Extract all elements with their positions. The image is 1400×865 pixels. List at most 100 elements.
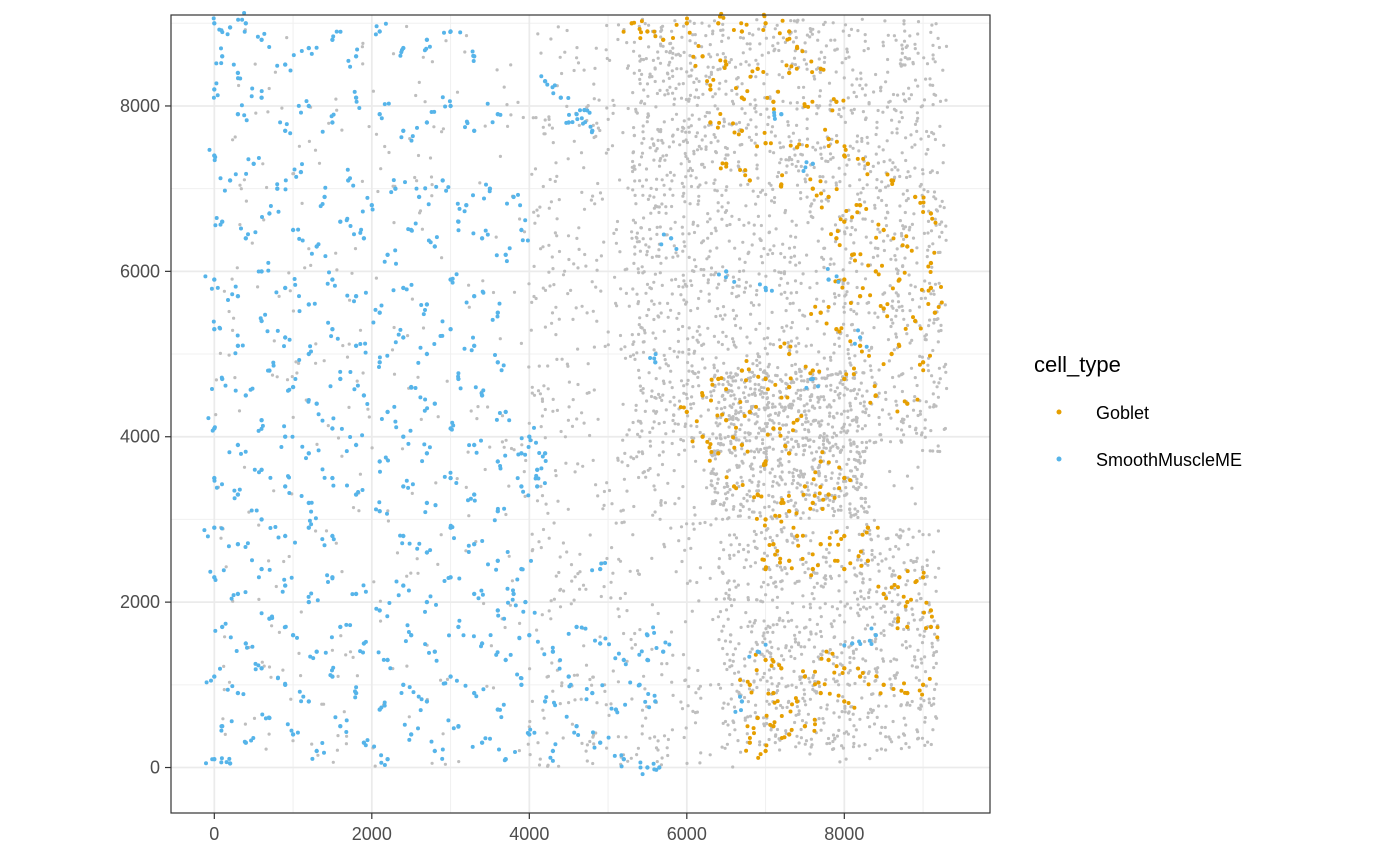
other-point-2459 [727,122,731,126]
other-point-2897 [832,399,836,403]
other-point-1541 [713,92,717,96]
other-point-546 [420,227,424,231]
other-point-1340 [637,332,641,336]
other-point-1304 [908,34,912,38]
goblet-point-51-2 [848,339,853,344]
other-point-2431 [645,120,649,124]
other-point-2326 [637,450,641,454]
other-point-3310 [790,645,794,649]
other-point-1611 [837,336,841,340]
goblet-point-71-0 [745,449,750,454]
other-point-1571 [688,93,693,97]
other-point-3076 [773,411,778,415]
other-point-2298 [926,363,930,367]
other-point-2369 [704,181,708,185]
other-point-3585 [773,580,778,584]
other-point-3742 [722,548,726,552]
other-point-1065 [631,287,635,291]
goblet-point-52-1 [881,362,886,367]
other-point-60 [632,126,636,130]
goblet-point-50 [834,327,839,332]
other-point-1911 [748,341,752,345]
other-point-2739 [721,383,725,387]
other-point-2024 [834,183,839,187]
other-point-169 [916,465,920,469]
other-point-2292 [877,422,882,426]
goblet-point-27-2 [780,173,785,178]
goblet-point-91-0 [800,556,805,561]
goblet-point-116-2 [782,735,787,740]
other-point-3779 [722,662,727,666]
other-point-2366 [673,19,677,23]
goblet-point-22-2 [797,142,802,147]
other-point-3843 [933,687,937,692]
other-point-1024 [665,746,669,750]
other-point-1587 [685,382,689,386]
other-point-488 [218,351,222,355]
other-point-1890 [645,82,650,86]
other-point-2986 [724,508,728,512]
goblet-point-108-2 [793,696,798,701]
other-point-327 [466,450,470,454]
other-point-3890 [784,644,788,648]
other-point-399 [291,172,295,176]
other-point-3877 [762,551,767,555]
other-point-1960 [829,38,833,42]
goblet-point-115-1 [779,714,784,718]
other-point-557 [500,440,504,444]
other-point-1508 [848,401,852,405]
other-point-3347 [729,543,733,547]
other-point-2324 [713,135,717,139]
other-point-1684 [781,36,786,40]
other-point-1258 [808,210,812,214]
goblet-point-119 [763,748,768,754]
smoothmuscleme-point-33-1 [323,185,328,190]
goblet-point-80 [826,492,831,497]
other-point-2632 [682,185,686,189]
other-point-267 [661,141,665,145]
smoothmuscleme-point-102-0 [348,435,353,439]
other-point-2484 [886,338,891,342]
other-point-3097 [831,415,836,419]
goblet-point-99-1 [896,619,900,624]
other-point-907 [686,157,690,161]
other-point-2421 [684,97,689,102]
smoothmuscleme-point-94-0 [507,418,512,423]
smoothmuscleme-point-108-2 [498,466,503,471]
other-point-1900 [752,223,756,227]
other-point-2005 [631,218,636,222]
other-point-583 [882,248,887,253]
other-point-3486 [927,701,932,705]
other-point-177 [506,124,510,128]
smoothmuscleme-point-17 [259,95,264,100]
other-point-2379 [663,93,667,97]
other-point-878 [619,509,623,513]
other-point-2806 [864,446,869,450]
other-point-316 [406,334,410,338]
other-point-3108 [834,442,838,446]
other-point-2812 [757,431,761,435]
other-point-2458 [799,152,803,156]
goblet-point-57-0 [868,400,873,405]
other-point-1312 [704,74,708,78]
other-point-715 [573,575,577,579]
other-point-1698 [873,246,878,250]
smoothmuscleme-point-117-0 [331,483,336,488]
other-point-2133 [854,95,859,99]
other-point-1015 [697,144,701,148]
other-point-2065 [928,405,932,409]
other-point-3768 [775,595,780,599]
other-point-188 [694,459,698,463]
other-point-2410 [797,169,801,173]
goblet-point-80-0 [821,497,826,502]
other-point-1721 [637,323,641,327]
other-point-1881 [850,83,854,87]
goblet-point-59-1 [678,405,683,410]
other-point-2493 [825,367,830,371]
smoothmuscleme-point-66-0 [454,272,459,277]
other-point-1816 [681,350,685,354]
other-point-3937 [799,645,803,649]
other-point-401 [264,747,268,751]
other-point-1995 [631,169,635,174]
other-point-3882 [825,707,829,711]
